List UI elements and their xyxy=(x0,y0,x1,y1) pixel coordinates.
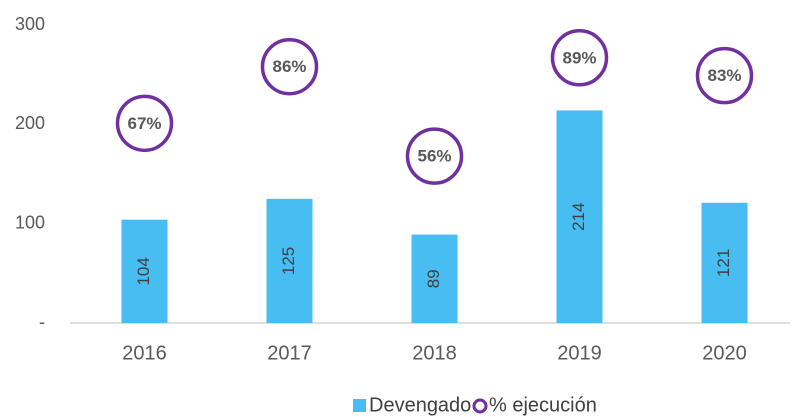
legend-swatch xyxy=(353,399,366,412)
percent-label: 89% xyxy=(562,48,596,67)
bar xyxy=(556,110,603,323)
bar-label: 214 xyxy=(569,203,588,231)
bar xyxy=(411,234,458,323)
bar xyxy=(266,198,313,323)
y-tick-label: - xyxy=(39,312,45,332)
bar xyxy=(121,219,168,323)
percent-label: 56% xyxy=(417,147,451,166)
bar-label: 89 xyxy=(424,269,443,288)
percent-marker xyxy=(695,46,754,105)
percent-label: 83% xyxy=(707,66,741,85)
legend-label: % ejecución xyxy=(489,394,597,416)
y-tick-label: 300 xyxy=(15,14,45,34)
percent-marker xyxy=(115,94,174,153)
percent-marker xyxy=(260,37,319,96)
y-tick-label: 100 xyxy=(15,212,45,232)
legend-swatch xyxy=(472,398,488,414)
bar-label: 125 xyxy=(279,247,298,275)
percent-label: 67% xyxy=(127,114,161,133)
x-tick-label: 2020 xyxy=(702,342,747,364)
bar-label: 104 xyxy=(134,257,153,285)
x-tick-label: 2016 xyxy=(122,342,167,364)
x-tick-label: 2018 xyxy=(412,342,457,364)
y-tick-label: 200 xyxy=(15,113,45,133)
bar-label: 121 xyxy=(714,249,733,277)
percent-marker xyxy=(405,127,464,185)
percent-label: 86% xyxy=(272,57,306,76)
percent-marker xyxy=(550,29,609,87)
legend-label: Devengado xyxy=(369,394,471,416)
x-tick-label: 2019 xyxy=(557,342,602,364)
x-tick-label: 2017 xyxy=(267,342,312,364)
bar xyxy=(701,202,748,323)
